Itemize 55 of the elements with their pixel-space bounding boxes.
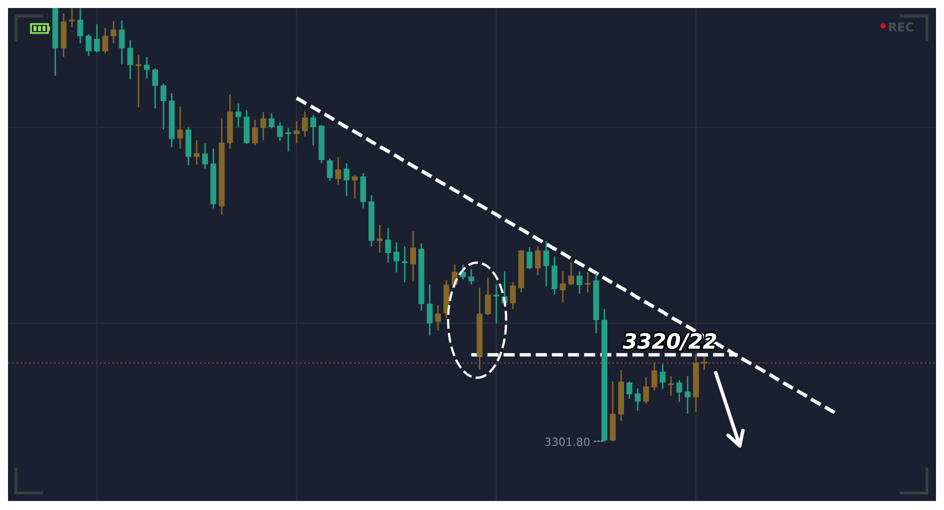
candlestick [326,158,333,181]
candlestick [344,163,350,196]
candlestick [94,24,100,52]
candlestick [376,225,383,252]
candlestick [235,103,242,128]
candlestick [510,282,516,310]
candlestick [127,40,134,80]
candlestick [668,376,674,396]
candlestick [302,111,308,136]
candlestick [534,246,541,276]
candlestick [144,57,150,78]
candlestick [352,175,358,198]
candlestick [626,381,632,399]
annotation: 3301.80 [545,438,590,446]
candlestick [552,256,558,294]
candlestick [394,242,400,272]
candlestick [543,241,550,286]
candlestick [136,54,142,108]
candlestick [102,28,108,54]
candlestick [310,115,316,146]
annotation: 3320/22 [622,333,716,351]
candlestick [194,140,200,165]
candlestick [110,21,116,44]
candlestick [560,271,566,302]
candlestick [152,68,158,108]
candlestick [634,388,641,411]
candlestick [202,143,208,168]
candlestick [118,20,125,65]
candlestick [676,380,682,402]
candlestick [576,271,582,294]
candlestick [277,122,283,142]
candlestick [335,157,342,184]
candlestick [177,106,184,149]
candlestick [460,264,466,280]
candlestick [252,119,258,146]
candlestick [684,376,691,414]
candlestick [385,228,392,262]
candlestick [568,262,574,286]
candlestick [260,112,266,140]
candlestick [294,121,300,144]
candlestick [77,8,84,44]
candlestick [526,247,532,270]
candlestick [435,305,441,330]
candlestick [651,362,658,391]
candlestick [160,84,166,130]
candlestick [643,378,649,404]
candlestick [468,269,474,285]
candlestick [86,34,92,56]
candlestick [493,284,500,324]
candlestick [485,277,491,316]
candlestick [69,8,75,28]
candlestick [410,231,416,282]
candlestick [268,113,275,128]
candlestick [660,364,666,389]
candlestick [426,284,433,336]
